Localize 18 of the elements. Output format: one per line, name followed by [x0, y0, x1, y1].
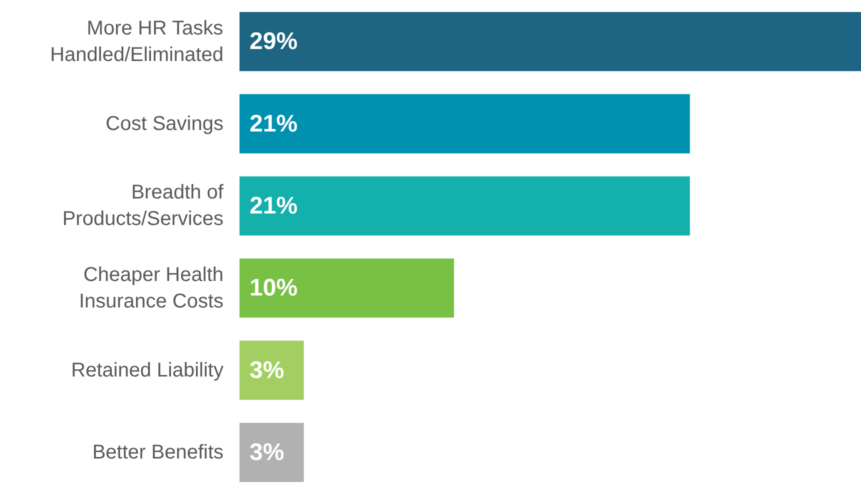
data-label: 21%: [250, 110, 298, 138]
data-label: 3%: [250, 438, 284, 466]
y-tick-label: Cost Savings: [106, 112, 224, 135]
data-label: 21%: [250, 192, 298, 220]
data-label: 10%: [250, 274, 298, 302]
data-label: 29%: [250, 28, 298, 56]
y-tick-label: Breadth of Products/Services: [62, 182, 224, 230]
bar: [240, 422, 304, 482]
bar: [240, 176, 690, 236]
bar: [240, 258, 454, 318]
data-label: 3%: [250, 356, 284, 384]
bar: [240, 94, 690, 154]
y-tick-label: Better Benefits: [92, 441, 224, 464]
y-tick-label: Retained Liability: [71, 359, 224, 382]
bar: [240, 12, 861, 72]
y-tick-label: Cheaper Health Insurance Costs: [78, 264, 224, 312]
bar: [240, 340, 304, 400]
y-tick-label: More HR Tasks Handled/Eliminated: [50, 17, 224, 66]
